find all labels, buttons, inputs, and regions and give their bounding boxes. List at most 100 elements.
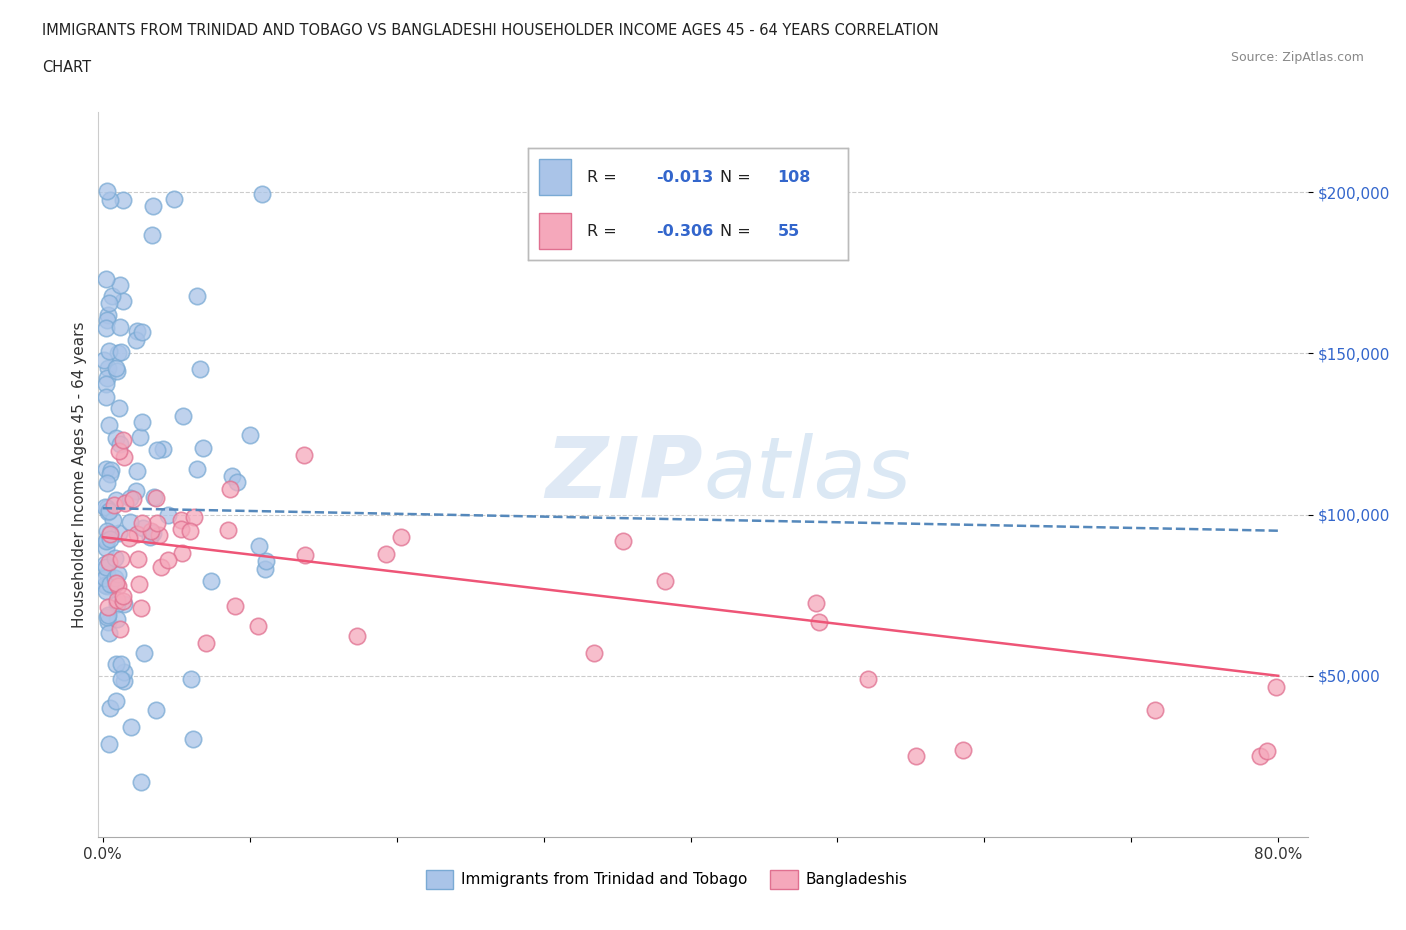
Point (96, 312, 118, 327)
Point (98, 344, 121, 359)
Point (127, 463, 149, 478)
Point (145, 490, 167, 505)
Point (96, 566, 118, 581)
Point (110, 657, 132, 671)
Point (96, 308, 118, 323)
Point (346, 629, 368, 644)
Point (125, 484, 148, 498)
Point (100, 288, 122, 303)
Point (294, 548, 316, 563)
Point (120, 720, 142, 735)
Point (856, 671, 879, 686)
Y-axis label: Householder Income Ages 45 - 64 years: Householder Income Ages 45 - 64 years (72, 321, 87, 628)
Point (110, 551, 132, 566)
Point (112, 673, 135, 688)
Point (94, 272, 117, 286)
Point (131, 601, 153, 616)
Point (804, 596, 827, 611)
Text: CHART: CHART (42, 60, 91, 75)
Point (200, 574, 222, 589)
Text: IMMIGRANTS FROM TRINIDAD AND TOBAGO VS BANGLADESHI HOUSEHOLDER INCOME AGES 45 - : IMMIGRANTS FROM TRINIDAD AND TOBAGO VS B… (42, 23, 939, 38)
Point (247, 538, 270, 553)
Point (156, 553, 179, 568)
Point (98, 193, 121, 207)
Point (180, 671, 202, 686)
Point (254, 553, 277, 568)
Point (226, 474, 249, 489)
Point (254, 561, 277, 576)
Point (125, 324, 148, 339)
Point (108, 401, 131, 416)
Point (250, 187, 273, 202)
Point (96, 533, 118, 548)
Point (93, 570, 115, 585)
Point (389, 530, 412, 545)
Point (111, 432, 134, 447)
Point (105, 576, 128, 591)
Point (141, 228, 163, 243)
Point (108, 277, 131, 292)
Point (114, 495, 136, 510)
Point (97, 737, 120, 751)
Point (188, 361, 211, 376)
Point (94, 461, 117, 476)
Point (183, 510, 205, 525)
Point (107, 566, 129, 581)
Point (132, 521, 155, 536)
Point (118, 514, 141, 529)
Point (111, 294, 134, 309)
Point (97, 504, 120, 519)
Point (172, 408, 194, 423)
Point (105, 597, 128, 612)
Point (118, 490, 141, 505)
Point (98, 296, 121, 311)
Point (105, 693, 128, 708)
Point (103, 578, 125, 592)
Point (110, 672, 132, 687)
Point (170, 522, 193, 537)
Point (654, 574, 676, 589)
Point (218, 482, 240, 497)
Point (107, 578, 129, 593)
Point (110, 621, 132, 636)
Text: atlas: atlas (703, 432, 911, 516)
Point (239, 428, 262, 443)
Point (186, 288, 208, 303)
Point (97, 503, 120, 518)
Point (131, 775, 153, 790)
Point (105, 612, 128, 627)
Point (221, 469, 243, 484)
Point (101, 513, 124, 528)
Point (292, 447, 315, 462)
Point (122, 491, 145, 506)
Point (105, 657, 128, 671)
Point (104, 551, 127, 565)
Point (125, 526, 148, 541)
Point (97, 554, 120, 569)
Point (97, 360, 120, 375)
Point (96, 183, 118, 198)
Point (98, 525, 121, 540)
Point (152, 441, 174, 456)
Point (94, 560, 117, 575)
Point (142, 525, 165, 540)
Point (150, 559, 173, 574)
Point (129, 430, 152, 445)
Point (217, 523, 239, 538)
Point (112, 589, 135, 604)
Point (132, 646, 155, 661)
Point (612, 534, 634, 549)
Point (108, 444, 131, 458)
Point (100, 463, 122, 478)
Point (94, 499, 117, 514)
Point (157, 508, 180, 523)
Point (105, 364, 128, 379)
Point (170, 512, 193, 527)
Point (186, 461, 208, 476)
Point (146, 443, 169, 458)
Point (131, 415, 153, 430)
Point (112, 664, 135, 679)
Point (94, 390, 117, 405)
Point (97, 607, 120, 622)
Point (904, 749, 927, 764)
